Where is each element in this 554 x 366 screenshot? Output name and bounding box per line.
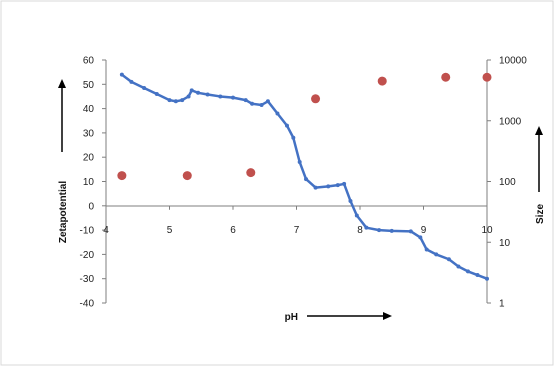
y-tick-label: 30 [83,128,95,139]
zetapotential-data-point [231,95,235,100]
size-data-point [117,171,127,181]
size-data-point [441,72,451,82]
y2-tick-label: 1 [499,299,505,310]
y-axis-arrowhead-icon [58,79,66,88]
x-tick-label: 9 [421,225,427,236]
zetapotential-data-point [265,99,270,104]
zetapotential-data-point [326,184,331,189]
x-tick-label: 10 [481,225,493,236]
zetapotential-data-point [348,198,353,203]
x-axis-title: pH [285,312,298,323]
y-tick-label: 40 [83,104,95,115]
zetapotential-data-point [259,102,264,107]
y-tick-label: 20 [83,153,95,164]
zetapotential-data-point [196,90,201,95]
zetapotential-data-point [250,101,255,106]
tick-labels: 4 5 6 7 8 9 106050403020100-10-20-30-401000010… [80,56,528,310]
y2-axis-arrowhead-icon [535,126,543,135]
zetapotential-data-point [297,160,302,165]
y-tick-label: -40 [80,299,95,310]
zetapotential-data-point [129,79,134,84]
zetapotential-data-point [167,98,172,103]
zetapotential-data-point [434,252,439,257]
y2-tick-label: 10000 [499,56,527,67]
y-axis-title: Zetapotential [58,181,69,243]
x-axis-title-group: pH [285,312,392,323]
y-tick-label: -20 [80,250,95,261]
y-tick-label: 50 [83,80,95,91]
zetapotential-series-line [121,73,488,280]
size-data-point [377,76,387,86]
y-tick-label: -30 [80,274,95,285]
zetapotential-data-point [485,276,489,281]
zetapotential-data-point [424,247,429,252]
y2-axis-title-group: Size [535,126,546,224]
zetapotential-data-point [189,88,194,93]
y2-axis-title: Size [535,204,546,224]
y2-tick-label: 100 [499,177,516,188]
x-tick-label: 6 [230,225,236,236]
size-data-point [182,171,192,181]
y2-tick-label: 1000 [499,116,522,127]
zetapotential-data-point [119,72,124,77]
x-tick-label: 7 [294,225,300,236]
zetapotential-data-point [142,85,147,90]
zetapotential-data-point [284,123,289,128]
zetapotential-data-point [418,235,423,240]
x-tick-label: 8 [357,225,363,236]
zetapotential-data-point [218,94,223,99]
zetapotential-data-point [408,229,413,234]
zetapotential-data-point [186,94,191,99]
zetapotential-data-point [465,269,470,274]
zetapotential-data-point [389,228,394,233]
x-axis-arrowhead-icon [383,312,392,320]
zetapotential-data-point [456,264,461,269]
y-tick-label: 10 [83,177,95,188]
size-data-point [246,168,256,178]
zetapotential-data-point [313,185,318,190]
zetapotential-data-point [354,213,359,218]
zetapotential-data-point [275,111,280,116]
zetapotential-data-point [154,92,159,97]
zetapotential-data-point [377,228,382,233]
zetapotential-data-point [446,257,451,262]
size-data-point [311,94,321,104]
size-data-point [482,72,492,82]
tick-marks [102,59,491,304]
zetapotential-data-point [243,98,248,103]
zetapotential-data-point [205,92,210,97]
y-axis-title-group: Zetapotential [58,79,69,243]
y-tick-label: 0 [88,201,94,212]
x-tick-label: 4 [103,225,109,236]
plot-series [117,72,492,281]
zetapotential-data-point [180,98,185,103]
zetapotential-data-point [291,135,296,140]
x-tick-label: 5 [167,225,173,236]
zetapotential-data-point [335,183,340,188]
zetapotential-data-point [364,225,369,230]
y-tick-label: 60 [83,56,95,67]
zetapotential-data-point [342,181,347,186]
y-tick-label: -10 [80,226,95,237]
zetapotential-data-point [475,273,480,278]
zetapotential-data-point [304,177,309,182]
zetapotential-data-point [173,99,178,104]
y2-tick-label: 10 [499,238,511,249]
